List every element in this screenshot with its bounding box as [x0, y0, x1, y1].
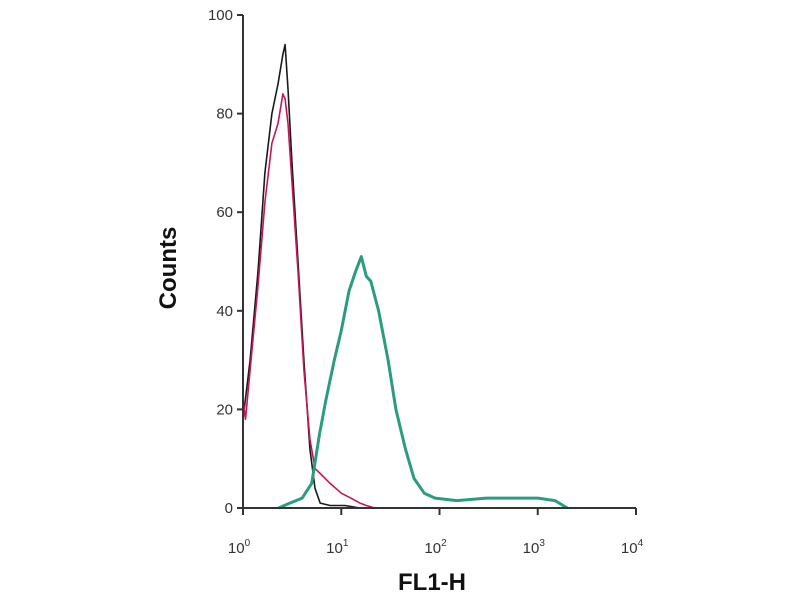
- y-tick-label: 20: [216, 401, 233, 418]
- series-line-0: [242, 43, 361, 509]
- series-line-1: [242, 93, 376, 509]
- x-tick-label: 104: [621, 538, 644, 557]
- x-tick-exponent: 1: [343, 538, 349, 549]
- x-tick-exponent: 2: [441, 538, 447, 549]
- y-tick-label: 60: [216, 204, 233, 221]
- x-tick-base: 10: [228, 540, 245, 557]
- x-axis-label: FL1-H: [398, 569, 466, 596]
- x-tick-label: 103: [523, 538, 546, 557]
- y-axis-label: Counts: [155, 227, 182, 310]
- y-tick-label: 100: [208, 7, 233, 24]
- y-tick-label: 0: [225, 500, 233, 517]
- x-tick-exponent: 4: [638, 538, 644, 549]
- y-tick-label: 80: [216, 106, 233, 123]
- x-tick-base: 10: [621, 540, 638, 557]
- x-tick-exponent: 0: [245, 538, 251, 549]
- x-tick-base: 10: [523, 540, 540, 557]
- x-tick-label: 101: [326, 538, 349, 557]
- y-tick-label: 40: [216, 303, 233, 320]
- x-tick-label: 102: [424, 538, 447, 557]
- x-tick-base: 10: [326, 540, 343, 557]
- x-tick-base: 10: [424, 540, 441, 557]
- x-tick-exponent: 3: [539, 538, 545, 549]
- series-line-2: [277, 255, 569, 510]
- x-ticks: 100 101 102 103 104: [228, 508, 644, 557]
- y-ticks: 0 20 40 60 80 100: [208, 7, 243, 517]
- series-group: [242, 43, 569, 510]
- x-tick-label: 100: [228, 538, 251, 557]
